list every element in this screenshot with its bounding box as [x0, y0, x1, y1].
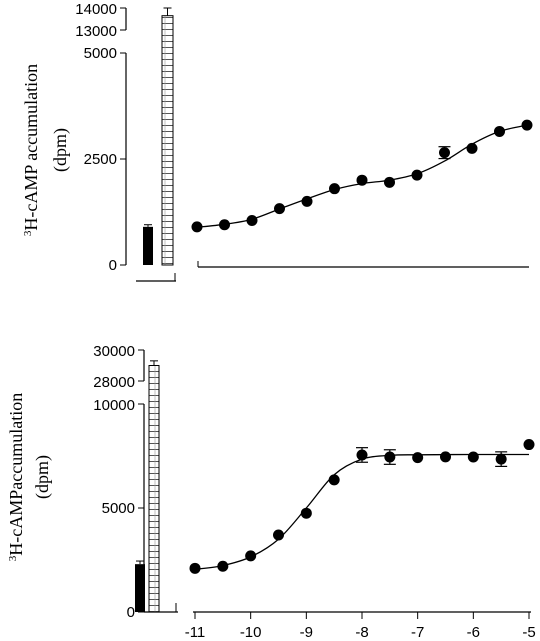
data-point: [217, 560, 229, 572]
data-points: [191, 119, 533, 233]
y-tick-label: 30000: [93, 343, 135, 360]
data-point: [300, 507, 312, 519]
x-tick-label: -9: [300, 624, 313, 641]
data-point: [356, 449, 368, 461]
data-point: [412, 452, 424, 464]
x-tick-label: -6: [467, 624, 480, 641]
fit-curve: [194, 453, 529, 571]
y-tick-label: 28000: [93, 374, 135, 391]
data-point: [245, 550, 257, 562]
y-tick-label: 10000: [93, 397, 135, 414]
data-point: [467, 451, 479, 463]
chart-2: 3H-cAMPaccumulation (dpm) 0 5000 10000 2…: [6, 343, 536, 641]
y-tick-label: 5000: [102, 500, 135, 517]
data-point: [328, 474, 340, 486]
forskolin-bar: [148, 365, 160, 613]
x-tick-label: -10: [240, 624, 262, 641]
data-point: [356, 174, 368, 186]
data-points: [189, 439, 535, 574]
x-axis-ticks: -11 -10 -9 -8 -7 -6 -5: [185, 612, 536, 641]
data-point: [301, 195, 313, 207]
y-tick-label: 0: [127, 604, 135, 621]
y-axis-title-superscript: 3: [22, 230, 34, 236]
x-tick-label: -5: [522, 624, 535, 641]
y-tick-label: 5000: [84, 45, 117, 62]
y-axis-title-main: H-cAMP accumulation: [21, 64, 41, 231]
data-point: [411, 169, 423, 181]
y-axis-unit: (dpm): [50, 128, 71, 172]
data-point: [466, 142, 478, 154]
y-axis-title-superscript: 3: [7, 555, 19, 561]
x-tick-label: -11: [185, 624, 206, 641]
data-point: [494, 125, 505, 137]
data-point: [495, 453, 507, 465]
data-point: [329, 183, 340, 195]
data-point: [384, 176, 395, 188]
forskolin-bar: [161, 15, 174, 266]
x-tick-label: -7: [411, 624, 424, 641]
data-point: [523, 439, 535, 451]
data-point: [274, 203, 285, 215]
y-tick-label: 14000: [75, 1, 117, 18]
x-tick-label: -8: [355, 624, 368, 641]
y-tick-label: 0: [109, 257, 117, 274]
y-axis-title-main: H-cAMPaccumulation: [6, 393, 26, 556]
data-point: [273, 529, 284, 541]
chart-1: 3H-cAMP accumulation (dpm) 0 2500 5000 1…: [21, 1, 533, 282]
basal-bar: [143, 226, 153, 265]
data-point: [191, 221, 203, 233]
data-point: [440, 451, 451, 463]
y-tick-label: 2500: [84, 151, 117, 168]
y-axis-unit: (dpm): [32, 455, 53, 499]
basal-bar: [135, 564, 145, 612]
data-point: [384, 451, 396, 463]
data-point: [189, 562, 201, 574]
data-point: [219, 219, 230, 231]
data-point: [246, 214, 258, 226]
data-point: [521, 119, 533, 131]
y-axis-title: 3H-cAMP accumulation: [21, 64, 41, 236]
data-point: [439, 147, 450, 159]
y-tick-label: 13000: [75, 23, 117, 40]
y-axis-title: 3H-cAMPaccumulation: [6, 393, 26, 561]
